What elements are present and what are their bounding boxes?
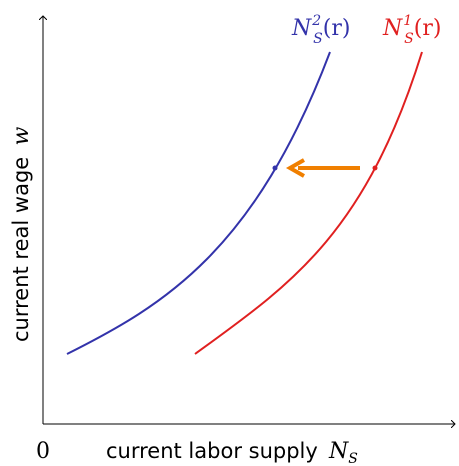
- x-axis-label-text: current labor supply: [106, 439, 318, 463]
- y-axis-label: current real wage w: [9, 127, 34, 342]
- origin-label: 0: [36, 439, 50, 464]
- x-axis-symbol: N: [328, 439, 349, 464]
- x-axis-label: current labor supply NS: [106, 439, 358, 466]
- supply-curve-1: [194, 51, 423, 355]
- supply-curve-2-point: [272, 165, 278, 171]
- supply-curve-2-label: N2 S(r): [291, 13, 350, 47]
- y-axis-label-text: current real wage: [9, 157, 33, 342]
- supply-curve-2: [66, 51, 331, 355]
- x-axis-symbol-sub: S: [348, 451, 358, 466]
- shift-arrow: [285, 158, 360, 178]
- y-axis-symbol: w: [9, 127, 34, 146]
- supply-curve-1-point: [372, 165, 378, 171]
- supply-curve-1-label: N1 S(r): [382, 13, 441, 47]
